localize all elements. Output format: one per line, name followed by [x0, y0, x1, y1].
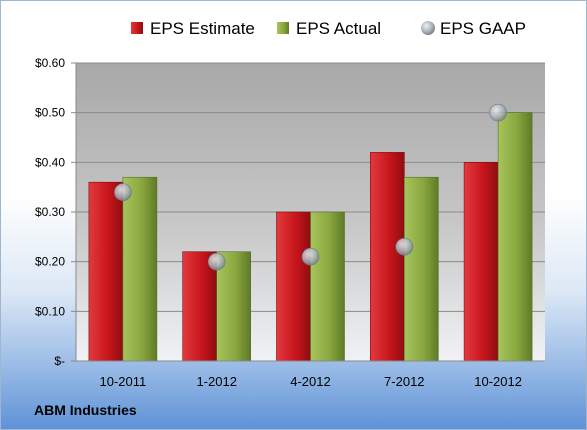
legend-label: EPS Estimate	[150, 19, 255, 38]
gaap-point-4-2012	[301, 247, 320, 266]
gaap-point-1-2012	[207, 252, 226, 271]
legend: EPS Estimate EPS Actual EPS GAAP	[131, 19, 526, 38]
y-tick-label: $-	[54, 354, 65, 368]
actual-bar-1-2012	[216, 251, 251, 362]
actual-bar-10-2011	[122, 176, 158, 362]
gaap-point-7-2012	[395, 237, 414, 256]
estimate-bar-10-2011	[88, 181, 124, 362]
actual-bar-7-2012	[403, 176, 439, 362]
y-tick-label: $0.30	[35, 205, 65, 219]
legend-label: EPS Actual	[296, 19, 381, 38]
estimate-bar-10-2012	[463, 162, 499, 362]
gaap-point-10-2012	[489, 103, 507, 122]
estimate-bar-4-2012	[276, 211, 311, 362]
y-tick-label: $0.50	[35, 106, 65, 120]
y-tick-label: $0.60	[35, 56, 65, 70]
estimate-bar-7-2012	[369, 152, 405, 362]
legend-swatch	[277, 22, 289, 34]
x-tick-label: 10-2012	[474, 374, 522, 389]
chart-marks	[88, 103, 533, 362]
y-tick-label: $0.40	[35, 155, 65, 169]
legend-swatch	[421, 21, 435, 35]
y-tick-label: $0.20	[35, 255, 65, 269]
actual-bar-10-2012	[497, 112, 533, 362]
y-tick-label: $0.10	[35, 304, 65, 318]
actual-bar-4-2012	[310, 211, 345, 362]
axes: $- $0.10 $0.20 $0.30 $0.40 $0.50 $0.60 10-2011 1…	[35, 56, 545, 389]
x-tick-label: 10-2011	[100, 374, 147, 389]
x-tick-label: 7-2012	[384, 374, 424, 389]
x-tick-label: 4-2012	[290, 374, 330, 389]
legend-swatch	[131, 22, 143, 34]
company-name: ABM Industries	[34, 402, 137, 418]
gaap-point-10-2011	[114, 183, 132, 201]
eps-chart: $- $0.10 $0.20 $0.30 $0.40 $0.50 $0.60 10-2011 1…	[35, 19, 545, 389]
legend-label: EPS GAAP	[440, 19, 526, 38]
x-tick-label: 1-2012	[196, 374, 236, 389]
